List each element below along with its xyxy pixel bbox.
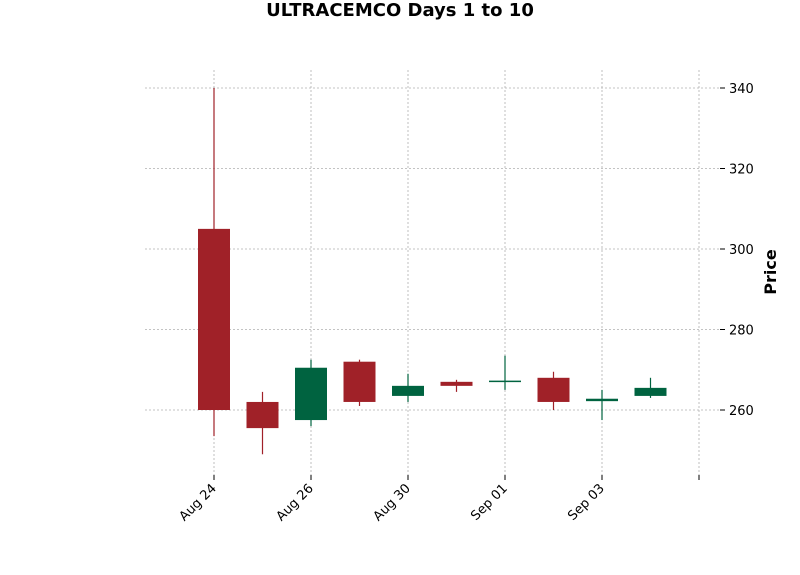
candle: [489, 355, 521, 390]
x-tick-label: Sep 03: [565, 481, 608, 524]
x-tick-label: Aug 26: [274, 481, 317, 524]
candle: [634, 377, 667, 398]
grid: [145, 70, 720, 475]
candle: [392, 373, 424, 402]
x-tick-label: Aug 24: [177, 481, 220, 524]
candle-body: [537, 377, 570, 402]
candle: [586, 389, 618, 421]
y-tick-label: 280: [729, 324, 754, 339]
candle: [440, 379, 473, 392]
x-tick-label: Aug 30: [371, 481, 414, 524]
y-tick-label: 320: [729, 163, 754, 178]
candles: [198, 88, 667, 455]
candle-body: [343, 361, 376, 402]
candle-body: [489, 380, 521, 383]
candle: [246, 391, 279, 455]
x-tick-label: Sep 01: [468, 481, 511, 524]
candle-body: [440, 381, 473, 386]
candle-body: [198, 228, 230, 410]
candle-body: [586, 398, 618, 402]
candle: [537, 371, 570, 410]
y-tick-label: 260: [729, 404, 754, 419]
candle: [295, 359, 327, 427]
candle-body: [246, 401, 279, 429]
y-axis-label: Price: [761, 249, 780, 295]
chart-title: ULTRACEMCO Days 1 to 10: [266, 0, 534, 21]
axes: 260 280 300 320 340 Aug 24 Aug 26 Aug 30 Sep 01 S…: [177, 82, 754, 524]
candle-body: [392, 385, 424, 396]
y-tick-label: 300: [729, 243, 754, 258]
y-tick-label: 340: [729, 82, 754, 97]
candle-body: [295, 367, 327, 421]
candle-body: [634, 387, 667, 396]
candle: [343, 359, 376, 406]
candle: [198, 88, 230, 437]
